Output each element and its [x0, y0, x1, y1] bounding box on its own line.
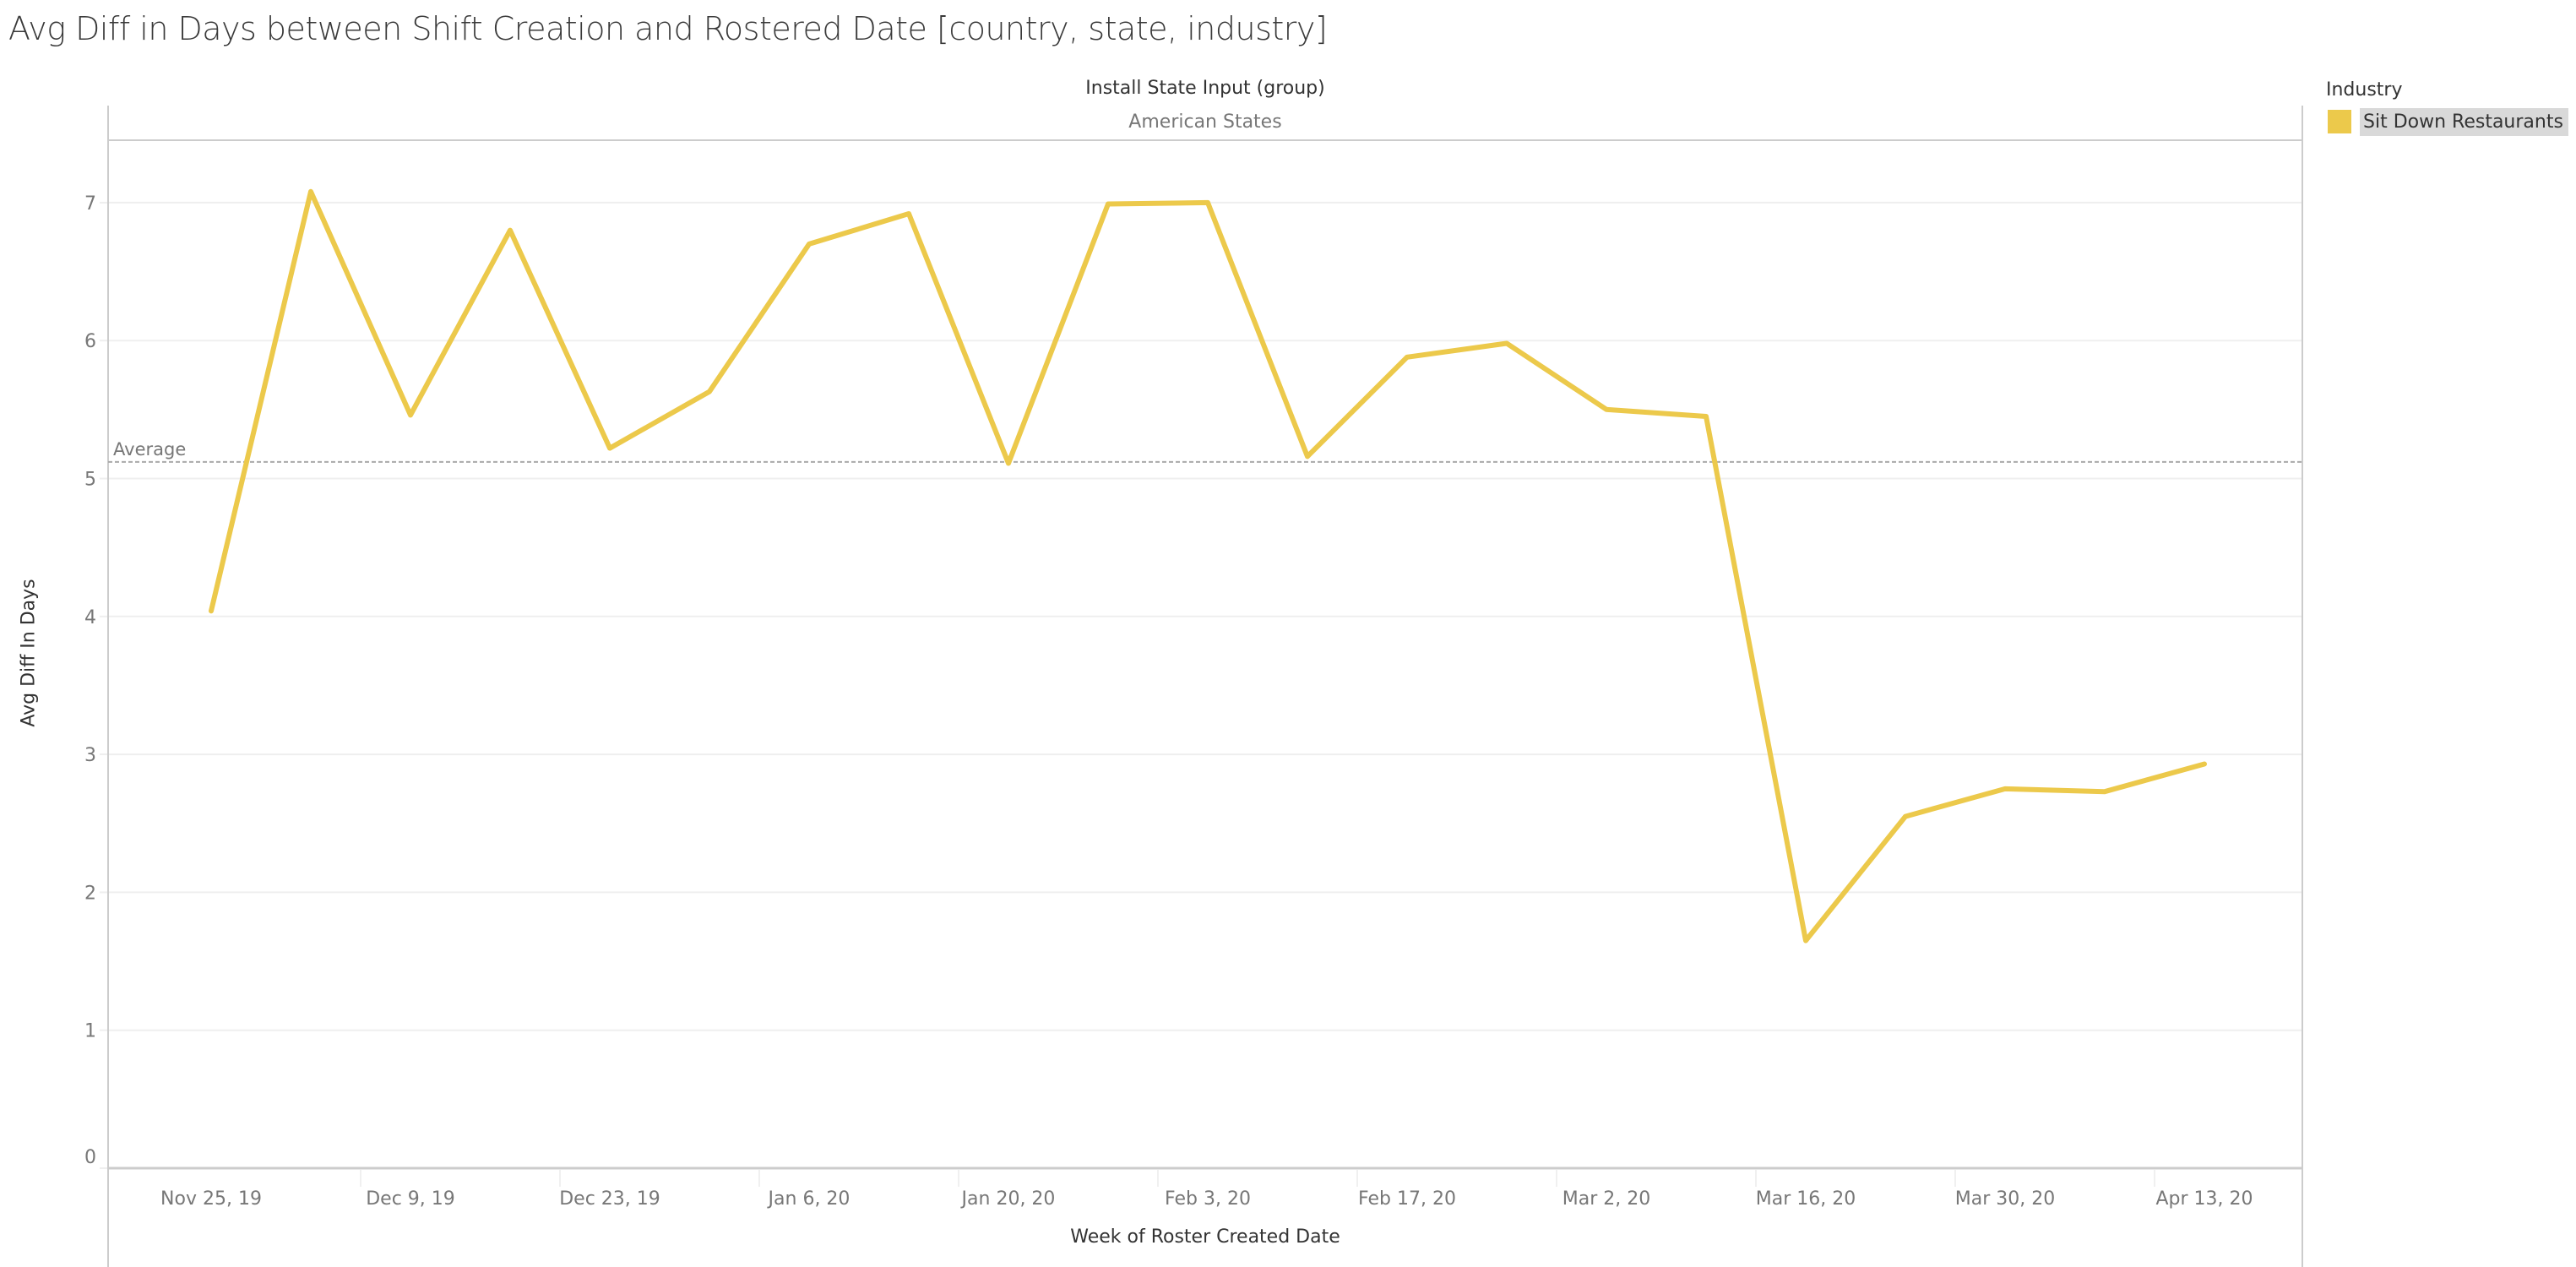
chart-title: Avg Diff in Days between Shift Creation … [8, 10, 1328, 47]
column-header-title: Install State Input (group) [1085, 78, 1325, 99]
x-tick-label[interactable]: Mar 30, 20 [1955, 1188, 2055, 1210]
x-tick-label[interactable]: Jan 20, 20 [960, 1188, 1056, 1210]
x-tick-label[interactable]: Nov 25, 19 [160, 1188, 262, 1210]
y-tick-label: 0 [84, 1147, 96, 1168]
x-tick-label[interactable]: Apr 13, 20 [2155, 1188, 2253, 1210]
y-tick-label: 1 [84, 1021, 96, 1042]
x-tick-label[interactable]: Mar 2, 20 [1562, 1188, 1650, 1210]
x-axis-title[interactable]: Week of Roster Created Date [1070, 1226, 1340, 1248]
y-tick-label: 6 [84, 331, 96, 352]
x-tick-label[interactable]: Jan 6, 20 [767, 1188, 851, 1210]
x-tick-label[interactable]: Feb 3, 20 [1165, 1188, 1251, 1210]
legend-item-sit-down-restaurants[interactable]: Sit Down Restaurants [2328, 106, 2568, 137]
y-tick-label: 5 [84, 470, 96, 491]
legend-item-label: Sit Down Restaurants [2360, 107, 2568, 136]
legend-color-swatch [2328, 110, 2351, 133]
legend-title: Industry [2326, 79, 2403, 101]
y-tick-label: 7 [84, 193, 96, 215]
x-tick-label[interactable]: Mar 16, 20 [1756, 1188, 1856, 1210]
y-tick-label: 2 [84, 883, 96, 904]
y-tick-label: 3 [84, 745, 96, 766]
x-tick-label[interactable]: Feb 17, 20 [1358, 1188, 1456, 1210]
average-label: Average [113, 439, 186, 459]
y-axis-title[interactable]: Avg Diff In Days [18, 579, 40, 727]
y-tick-label: 4 [84, 607, 96, 628]
x-tick-label[interactable]: Dec 23, 19 [559, 1188, 660, 1210]
series-line-sit-down-restaurants[interactable] [209, 188, 2207, 943]
x-tick-label[interactable]: Dec 9, 19 [366, 1188, 455, 1210]
column-header-value[interactable]: American States [1128, 111, 1282, 133]
